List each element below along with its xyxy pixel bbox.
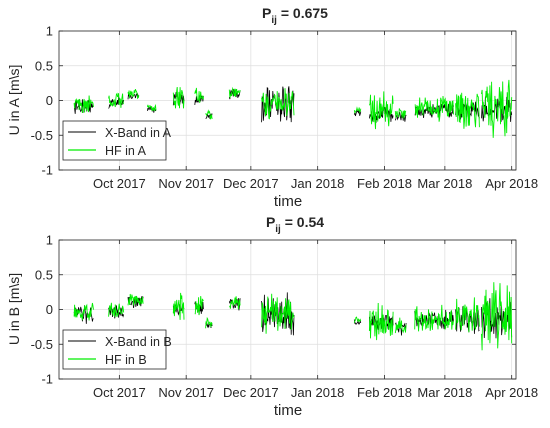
panel-b-hf-segment [368,302,394,341]
panel-a-xtick-label: Apr 2018 [485,176,538,191]
panel-b-xtick-label: Jan 2018 [291,385,345,400]
panel-b-ytick-label: 0.5 [35,267,53,282]
panel-b-hf-segment [127,293,144,306]
panel-a-xtick-label: Oct 2017 [93,176,146,191]
panel-b-legend-hf-label: HF in B [105,353,147,367]
panel-a-xband-segment [205,113,213,119]
panel-a: Pij = 0.675 -1 -0.5 0 0.5 1 Oct 2017 Nov 2017… [6,5,538,210]
panel-a-hf-segment [353,106,362,114]
panel-b-hf-segment [108,302,125,318]
panel-b-hf-segment [455,297,480,333]
panel-a-hf-segment [146,103,157,112]
panel-a-xtick-label: Mar 2018 [417,176,472,191]
panel-b-title-value: = 0.54 [281,214,324,230]
panel-a-xtick-label: Jan 2018 [291,176,345,191]
panel-a-hf-segment [228,86,241,98]
panel-a-legend-hf-label: HF in A [105,144,147,158]
panel-b-ytick-label: 0 [46,302,53,317]
panel-a-ytick-label: 0.5 [35,58,53,73]
panel-a-hf-segment [108,92,125,108]
panel-b-xband-segment [353,319,362,325]
panel-b-xtick-label: Feb 2018 [357,385,412,400]
panel-b-xtick-label: Apr 2018 [485,385,538,400]
panel-a-xtick-label: Feb 2018 [357,176,412,191]
panel-a-title-sub: ij [271,15,277,26]
panel-a-xticks: Oct 2017 Nov 2017 Dec 2017 Jan 2018 Feb 2018… [93,31,538,191]
panel-a-hf-segment [172,86,185,109]
panel-b-hf-segment [73,302,94,321]
panel-b-title-sub: ij [275,224,281,235]
panel-a-hf-segment [394,108,407,119]
panel-b-xband-segment [228,298,241,311]
panel-b-xtick-label: Mar 2018 [417,385,472,400]
panel-b-xtick-label: Oct 2017 [93,385,146,400]
panel-b: Pij = 0.54 -1 -0.5 0 0.5 1 Oct 2017 Nov 2017 D… [6,214,538,419]
panel-b-hf-segment [414,304,454,332]
panel-b-hf-segment [172,292,185,320]
panel-a-hf-segment [261,88,295,120]
panel-b-legend-box [62,329,167,370]
panel-b-xticks: Oct 2017 Nov 2017 Dec 2017 Jan 2018 Feb 2018… [93,240,538,400]
panel-b-hf-segment [394,317,407,334]
panel-b-legend: X-Band in B HF in B [62,329,172,370]
panel-b-legend-xband-label: X-Band in B [105,335,172,349]
panel-b-hf-segment [205,316,213,329]
panel-a-xlabel: time [274,193,302,210]
panel-a-hf-segment [414,95,454,122]
panel-a-xband-segment [261,86,295,123]
panel-b-hf-segment [481,282,513,351]
panel-a-title-value: = 0.675 [277,5,328,21]
panel-a-legend-box [62,120,167,161]
panel-b-title: Pij = 0.54 [266,214,324,235]
panel-b-hf-segment [229,296,241,310]
panel-b-yticks: -1 -0.5 0 0.5 1 [31,233,516,387]
panel-b-title-main: P [266,214,275,230]
panel-a-hf-segment [368,91,394,130]
panel-b-xtick-label: Nov 2017 [158,385,214,400]
panel-b-xtick-label: Dec 2017 [223,385,279,400]
panel-b-hf-segment [261,293,295,334]
panel-a-data [73,79,513,138]
panel-a-hf-segment [127,89,140,100]
panel-a-yticks: -1 -0.5 0 0.5 1 [31,24,516,178]
panel-a-hf-segment [481,79,513,138]
panel-b-ytick-label: 1 [46,233,53,248]
panel-a-ytick-label: 0 [46,93,53,108]
panel-b-data [73,282,513,351]
panel-a-hf-segment [194,87,204,103]
panel-b-xlabel: time [274,402,302,419]
panel-a-ytick-label: -1 [41,163,53,178]
panel-a-hf-segment [73,95,94,113]
panel-a-title-main: P [262,5,271,21]
panel-b-ytick-label: -0.5 [31,337,53,352]
panel-b-ylabel: U in B [m\s] [6,273,22,345]
panel-a-hf-segment [455,92,480,129]
panel-a-legend: X-Band in A HF in A [62,120,172,161]
panel-a-title: Pij = 0.675 [262,5,328,26]
panel-a-xband-segment [194,94,204,105]
panel-b-xband-segment [205,322,213,329]
panel-a-xtick-label: Nov 2017 [158,176,214,191]
panel-b-ytick-label: -1 [41,372,53,387]
panel-a-xband-segment [353,109,362,117]
panel-a-hf-segment [205,109,213,120]
panel-a-legend-xband-label: X-Band in A [105,126,172,140]
panel-a-ytick-label: 1 [46,24,53,39]
panel-a-ytick-label: -0.5 [31,128,53,143]
panel-a-ylabel: U in A [m\s] [6,65,22,136]
panel-b-hf-segment [194,296,204,316]
panel-b-hf-segment [353,316,362,324]
panel-a-xtick-label: Dec 2017 [223,176,279,191]
